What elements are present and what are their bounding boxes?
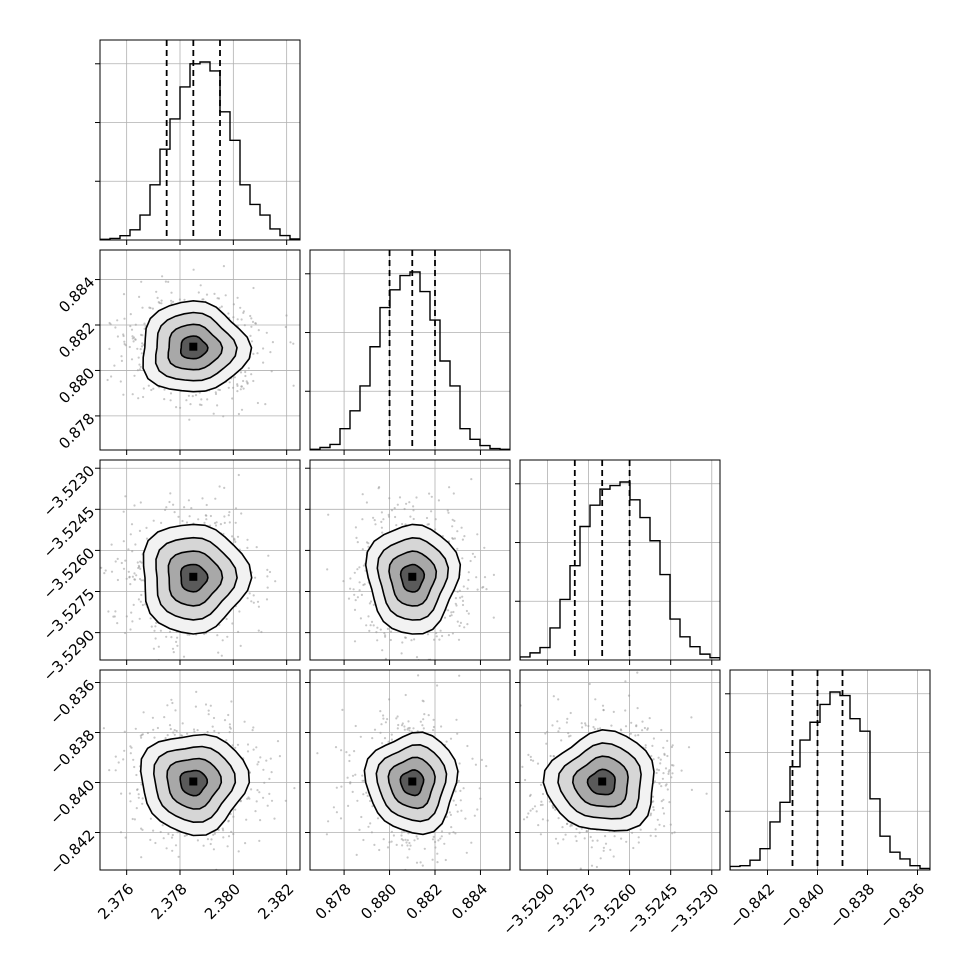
histogram-0 (100, 61, 300, 240)
y-tick-label: −0.842 (46, 826, 98, 878)
panel-frame (99, 669, 301, 871)
density-peak (189, 572, 198, 581)
panel-3-2: −3.5290−3.5275−3.5260−3.5245−3.5230 (499, 669, 723, 939)
y-tick-label: 0.880 (55, 364, 98, 407)
density-peak (408, 777, 417, 786)
y-tick-label: −0.840 (46, 776, 98, 828)
panel-background (310, 250, 510, 450)
panel-3-3: −0.842−0.840−0.838−0.836 (725, 669, 931, 932)
panel-frame (99, 249, 301, 451)
panel-2-0: −3.5290−3.5275−3.5260−3.5245−3.5230 (40, 459, 301, 685)
x-tick-label: −0.836 (876, 880, 928, 932)
x-tick-label: −0.840 (776, 880, 828, 932)
panel-1-1 (305, 249, 511, 455)
x-tick-label: 0.882 (403, 880, 446, 923)
panel-frame (99, 39, 301, 241)
panel-2-1 (305, 459, 511, 665)
panel-0-0 (95, 39, 301, 245)
x-tick-label: 0.884 (448, 880, 491, 923)
density-peak (189, 342, 198, 351)
panel-frame (309, 459, 511, 661)
histogram-1 (310, 271, 510, 450)
y-tick-label: 0.878 (55, 410, 98, 453)
panel-background (520, 460, 720, 660)
y-tick-label: 0.884 (55, 273, 98, 316)
y-tick-label: 0.882 (55, 319, 98, 362)
panel-frame (309, 669, 511, 871)
density-peak (189, 777, 198, 786)
panel-frame (729, 669, 931, 871)
x-tick-label: −0.838 (826, 880, 878, 932)
panel-frame (99, 459, 301, 661)
x-tick-label: 0.878 (312, 880, 355, 923)
panel-frame (519, 459, 721, 661)
x-tick-label: 2.380 (201, 880, 244, 923)
x-tick-label: 2.382 (254, 880, 297, 923)
x-tick-label: 0.880 (357, 880, 400, 923)
density-peak (598, 777, 607, 786)
panel-background (100, 40, 300, 240)
panel-3-1: 0.878 0.880 0.882 0.884 (305, 669, 511, 923)
panel-2-2 (515, 459, 721, 665)
x-tick-label: −0.842 (726, 880, 778, 932)
density-peak (408, 572, 417, 581)
y-tick-label: −0.838 (46, 726, 98, 778)
histogram-3 (730, 691, 930, 870)
x-tick-label: 2.378 (148, 880, 191, 923)
panel-3-0: −0.842−0.840−0.838−0.836 2.376 2.378 2.380 2… (46, 669, 301, 923)
y-tick-label: −0.836 (46, 676, 98, 728)
histogram-2 (520, 481, 720, 660)
panel-frame (309, 249, 511, 451)
x-tick-label: 2.376 (94, 880, 137, 923)
panel-frame (519, 669, 721, 871)
